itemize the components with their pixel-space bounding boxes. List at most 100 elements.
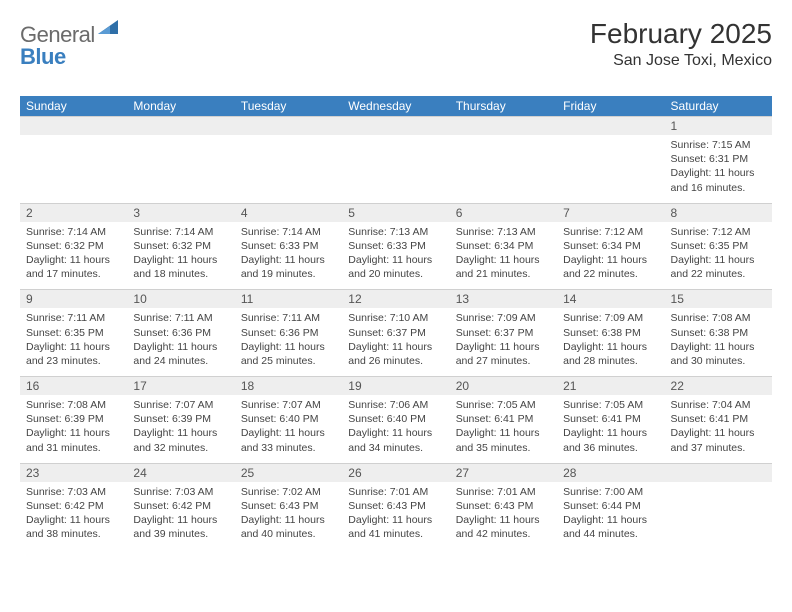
sunset-line: Sunset: 6:35 PM xyxy=(671,239,766,253)
sunrise-line: Sunrise: 7:07 AM xyxy=(241,398,336,412)
day-detail-cell: Sunrise: 7:07 AMSunset: 6:39 PMDaylight:… xyxy=(127,395,234,463)
sunrise-line: Sunrise: 7:01 AM xyxy=(456,485,551,499)
day-number-cell: 13 xyxy=(450,290,557,309)
empty-daynum-cell xyxy=(20,117,127,136)
day-number-cell: 19 xyxy=(342,377,449,396)
sunset-line: Sunset: 6:31 PM xyxy=(671,152,766,166)
sunset-line: Sunset: 6:41 PM xyxy=(671,412,766,426)
sunrise-line: Sunrise: 7:13 AM xyxy=(456,225,551,239)
day-number-cell: 10 xyxy=(127,290,234,309)
day-detail-cell: Sunrise: 7:04 AMSunset: 6:41 PMDaylight:… xyxy=(665,395,772,463)
daylight-line: Daylight: 11 hours and 17 minutes. xyxy=(26,253,121,281)
empty-daynum-cell xyxy=(342,117,449,136)
day-number-cell: 2 xyxy=(20,203,127,222)
day-detail-cell: Sunrise: 7:02 AMSunset: 6:43 PMDaylight:… xyxy=(235,482,342,550)
sunset-line: Sunset: 6:43 PM xyxy=(241,499,336,513)
daylight-line: Daylight: 11 hours and 41 minutes. xyxy=(348,513,443,541)
calendar-table: SundayMondayTuesdayWednesdayThursdayFrid… xyxy=(20,96,772,550)
day-detail-row: Sunrise: 7:11 AMSunset: 6:35 PMDaylight:… xyxy=(20,308,772,376)
sunset-line: Sunset: 6:42 PM xyxy=(26,499,121,513)
day-detail-cell: Sunrise: 7:10 AMSunset: 6:37 PMDaylight:… xyxy=(342,308,449,376)
weekday-header: Thursday xyxy=(450,96,557,117)
sunrise-line: Sunrise: 7:13 AM xyxy=(348,225,443,239)
day-detail-row: Sunrise: 7:03 AMSunset: 6:42 PMDaylight:… xyxy=(20,482,772,550)
empty-daynum-cell xyxy=(450,117,557,136)
sunrise-line: Sunrise: 7:08 AM xyxy=(671,311,766,325)
daylight-line: Daylight: 11 hours and 26 minutes. xyxy=(348,340,443,368)
sunrise-line: Sunrise: 7:14 AM xyxy=(26,225,121,239)
day-detail-cell: Sunrise: 7:14 AMSunset: 6:32 PMDaylight:… xyxy=(127,222,234,290)
page-header: General February 2025 San Jose Toxi, Mex… xyxy=(20,18,772,70)
day-detail-cell: Sunrise: 7:03 AMSunset: 6:42 PMDaylight:… xyxy=(20,482,127,550)
sunrise-line: Sunrise: 7:03 AM xyxy=(26,485,121,499)
daylight-line: Daylight: 11 hours and 30 minutes. xyxy=(671,340,766,368)
daylight-line: Daylight: 11 hours and 16 minutes. xyxy=(671,166,766,194)
sunrise-line: Sunrise: 7:05 AM xyxy=(456,398,551,412)
empty-daynum-cell xyxy=(557,117,664,136)
day-number-cell: 22 xyxy=(665,377,772,396)
sunset-line: Sunset: 6:34 PM xyxy=(563,239,658,253)
day-detail-row: Sunrise: 7:15 AMSunset: 6:31 PMDaylight:… xyxy=(20,135,772,203)
brand-name-part2-wrap: Blue xyxy=(20,44,66,70)
sunset-line: Sunset: 6:42 PM xyxy=(133,499,228,513)
day-number-cell: 26 xyxy=(342,463,449,482)
day-number-cell: 28 xyxy=(557,463,664,482)
daylight-line: Daylight: 11 hours and 35 minutes. xyxy=(456,426,551,454)
day-number-cell: 23 xyxy=(20,463,127,482)
day-number-cell: 7 xyxy=(557,203,664,222)
sunrise-line: Sunrise: 7:08 AM xyxy=(26,398,121,412)
sunrise-line: Sunrise: 7:07 AM xyxy=(133,398,228,412)
month-title: February 2025 xyxy=(590,18,772,50)
daylight-line: Daylight: 11 hours and 36 minutes. xyxy=(563,426,658,454)
daylight-line: Daylight: 11 hours and 23 minutes. xyxy=(26,340,121,368)
sunset-line: Sunset: 6:36 PM xyxy=(241,326,336,340)
day-number-cell: 12 xyxy=(342,290,449,309)
day-number-cell: 9 xyxy=(20,290,127,309)
day-number-row: 16171819202122 xyxy=(20,377,772,396)
day-detail-cell: Sunrise: 7:01 AMSunset: 6:43 PMDaylight:… xyxy=(450,482,557,550)
empty-daynum-cell xyxy=(127,117,234,136)
day-number-row: 9101112131415 xyxy=(20,290,772,309)
day-number-cell: 1 xyxy=(665,117,772,136)
daylight-line: Daylight: 11 hours and 44 minutes. xyxy=(563,513,658,541)
day-number-row: 2345678 xyxy=(20,203,772,222)
day-detail-cell: Sunrise: 7:01 AMSunset: 6:43 PMDaylight:… xyxy=(342,482,449,550)
daylight-line: Daylight: 11 hours and 22 minutes. xyxy=(563,253,658,281)
day-number-cell: 25 xyxy=(235,463,342,482)
daylight-line: Daylight: 11 hours and 27 minutes. xyxy=(456,340,551,368)
day-number-cell: 17 xyxy=(127,377,234,396)
empty-detail-cell xyxy=(665,482,772,550)
sunset-line: Sunset: 6:34 PM xyxy=(456,239,551,253)
sunrise-line: Sunrise: 7:12 AM xyxy=(563,225,658,239)
day-detail-cell: Sunrise: 7:12 AMSunset: 6:34 PMDaylight:… xyxy=(557,222,664,290)
day-number-cell: 27 xyxy=(450,463,557,482)
day-detail-cell: Sunrise: 7:13 AMSunset: 6:33 PMDaylight:… xyxy=(342,222,449,290)
sunrise-line: Sunrise: 7:05 AM xyxy=(563,398,658,412)
weekday-header: Wednesday xyxy=(342,96,449,117)
day-detail-cell: Sunrise: 7:00 AMSunset: 6:44 PMDaylight:… xyxy=(557,482,664,550)
day-number-cell: 14 xyxy=(557,290,664,309)
daylight-line: Daylight: 11 hours and 31 minutes. xyxy=(26,426,121,454)
day-detail-cell: Sunrise: 7:08 AMSunset: 6:39 PMDaylight:… xyxy=(20,395,127,463)
sunset-line: Sunset: 6:35 PM xyxy=(26,326,121,340)
daylight-line: Daylight: 11 hours and 40 minutes. xyxy=(241,513,336,541)
empty-detail-cell xyxy=(235,135,342,203)
sunrise-line: Sunrise: 7:10 AM xyxy=(348,311,443,325)
daylight-line: Daylight: 11 hours and 34 minutes. xyxy=(348,426,443,454)
day-detail-cell: Sunrise: 7:14 AMSunset: 6:32 PMDaylight:… xyxy=(20,222,127,290)
sunrise-line: Sunrise: 7:09 AM xyxy=(456,311,551,325)
sunset-line: Sunset: 6:36 PM xyxy=(133,326,228,340)
day-number-cell: 11 xyxy=(235,290,342,309)
sunrise-line: Sunrise: 7:09 AM xyxy=(563,311,658,325)
sunrise-line: Sunrise: 7:11 AM xyxy=(241,311,336,325)
weekday-header: Tuesday xyxy=(235,96,342,117)
sunset-line: Sunset: 6:32 PM xyxy=(26,239,121,253)
day-detail-row: Sunrise: 7:14 AMSunset: 6:32 PMDaylight:… xyxy=(20,222,772,290)
day-detail-cell: Sunrise: 7:11 AMSunset: 6:35 PMDaylight:… xyxy=(20,308,127,376)
daylight-line: Daylight: 11 hours and 39 minutes. xyxy=(133,513,228,541)
brand-name-part2: Blue xyxy=(20,44,66,69)
empty-daynum-cell xyxy=(665,463,772,482)
weekday-header: Friday xyxy=(557,96,664,117)
sunset-line: Sunset: 6:44 PM xyxy=(563,499,658,513)
empty-detail-cell xyxy=(127,135,234,203)
